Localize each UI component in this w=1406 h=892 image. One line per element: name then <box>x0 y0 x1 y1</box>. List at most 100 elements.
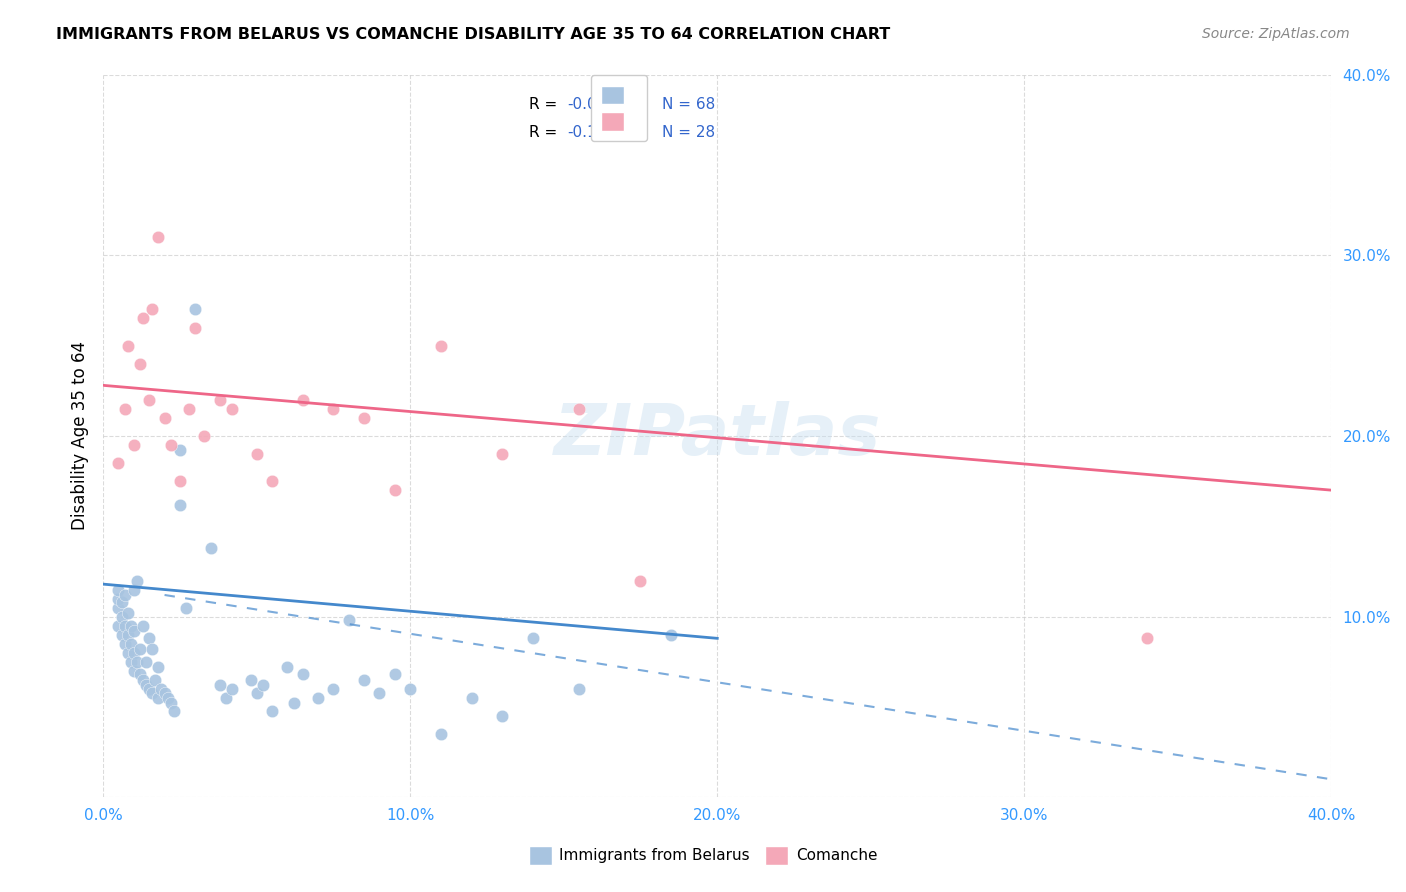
Point <box>430 338 453 352</box>
Point <box>117 606 139 620</box>
Point <box>110 609 132 624</box>
Point <box>246 685 269 699</box>
Point <box>184 302 207 317</box>
Text: R =: R = <box>529 126 568 140</box>
Point <box>384 667 406 681</box>
Point <box>221 681 243 696</box>
Point <box>122 646 145 660</box>
Point <box>353 410 375 425</box>
Text: ZIPatlas: ZIPatlas <box>554 401 882 470</box>
Text: Source: ZipAtlas.com: Source: ZipAtlas.com <box>1202 27 1350 41</box>
Point <box>159 697 181 711</box>
Point <box>239 673 262 687</box>
Point <box>568 401 591 416</box>
Point <box>368 685 391 699</box>
Point <box>215 690 238 705</box>
Point <box>117 338 139 352</box>
Point <box>135 678 157 692</box>
Point <box>260 704 283 718</box>
Point <box>522 632 544 646</box>
Point <box>283 697 305 711</box>
Point <box>132 673 155 687</box>
Text: -0.121: -0.121 <box>568 126 616 140</box>
Point <box>148 690 170 705</box>
Point <box>156 690 179 705</box>
Point <box>174 600 197 615</box>
Point <box>163 704 186 718</box>
Point <box>179 401 201 416</box>
Point <box>169 498 191 512</box>
Point <box>141 642 163 657</box>
Point <box>276 660 298 674</box>
Text: N = 68: N = 68 <box>662 97 716 112</box>
Point <box>291 392 314 407</box>
Y-axis label: Disability Age 35 to 64: Disability Age 35 to 64 <box>72 342 89 531</box>
Point <box>143 673 166 687</box>
Point <box>138 632 160 646</box>
Point <box>353 673 375 687</box>
Legend: , : , <box>591 75 647 141</box>
Point <box>630 574 652 588</box>
Point <box>307 690 329 705</box>
Point <box>148 230 170 244</box>
Point <box>107 456 129 470</box>
Point <box>200 541 222 555</box>
Point <box>107 600 129 615</box>
Point <box>322 681 344 696</box>
Point <box>107 582 129 597</box>
Point <box>107 618 129 632</box>
Point <box>120 637 142 651</box>
Point <box>430 727 453 741</box>
Point <box>221 401 243 416</box>
Point <box>260 474 283 488</box>
Point <box>135 655 157 669</box>
Point <box>122 624 145 639</box>
Point <box>337 613 360 627</box>
Point <box>114 401 136 416</box>
Point <box>129 357 152 371</box>
Point <box>291 667 314 681</box>
Point <box>114 588 136 602</box>
Point <box>153 410 176 425</box>
Point <box>150 681 173 696</box>
Point <box>120 655 142 669</box>
Point <box>208 678 231 692</box>
Point <box>208 392 231 407</box>
Point <box>169 474 191 488</box>
Point <box>141 685 163 699</box>
Point <box>184 320 207 334</box>
Point <box>169 443 191 458</box>
Point <box>399 681 422 696</box>
Point <box>491 709 513 723</box>
Point <box>125 574 148 588</box>
Point <box>122 582 145 597</box>
Point <box>153 685 176 699</box>
Point <box>132 311 155 326</box>
Point <box>129 667 152 681</box>
Point <box>138 681 160 696</box>
Point <box>132 618 155 632</box>
Point <box>252 678 274 692</box>
Point <box>148 660 170 674</box>
Point <box>159 438 181 452</box>
Point <box>568 681 591 696</box>
Point <box>120 618 142 632</box>
Point <box>193 429 215 443</box>
Point <box>1136 632 1159 646</box>
Point <box>110 628 132 642</box>
Point <box>246 447 269 461</box>
Point <box>322 401 344 416</box>
Point <box>129 642 152 657</box>
Text: R =: R = <box>529 97 562 112</box>
Point <box>141 302 163 317</box>
Point <box>107 591 129 606</box>
Point <box>117 646 139 660</box>
Point <box>460 690 482 705</box>
Text: N = 28: N = 28 <box>662 126 716 140</box>
Point <box>659 628 682 642</box>
Point <box>114 618 136 632</box>
Text: -0.098: -0.098 <box>568 97 616 112</box>
Point <box>122 664 145 678</box>
Point <box>384 483 406 498</box>
Point <box>117 628 139 642</box>
